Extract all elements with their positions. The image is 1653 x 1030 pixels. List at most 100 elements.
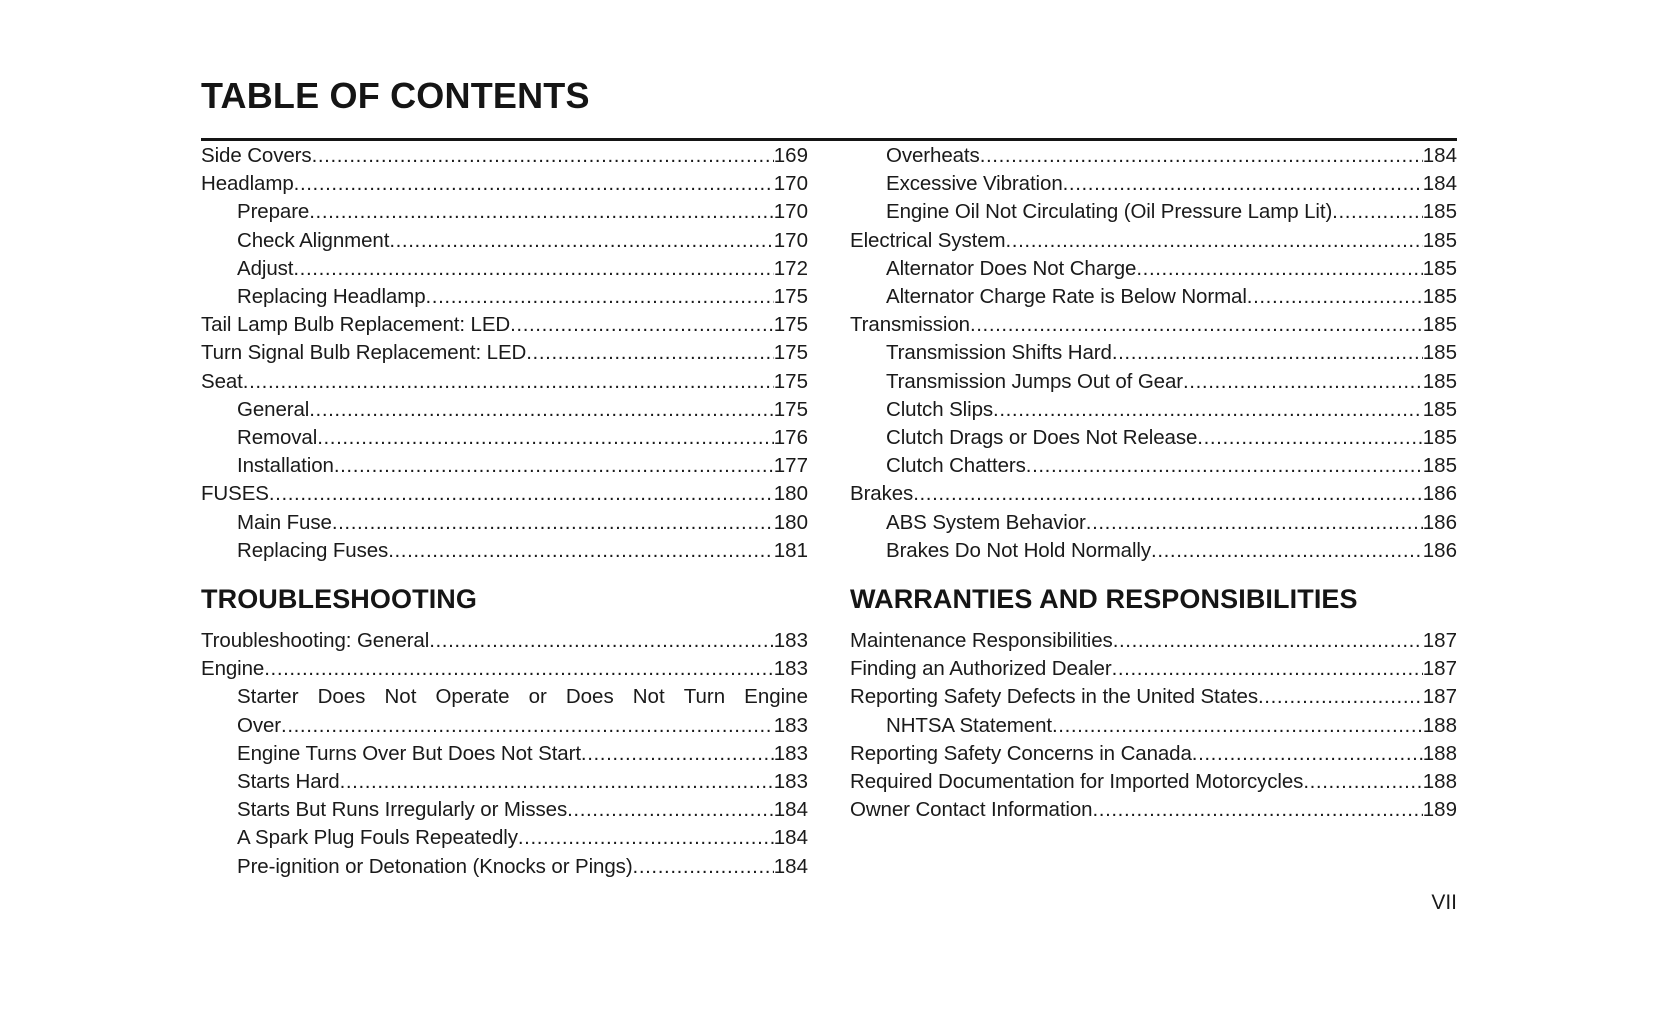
toc-leader-dots: ........................................… — [1258, 685, 1423, 709]
toc-entry[interactable]: Main Fuse...............................… — [201, 509, 808, 537]
toc-entry-label: Excessive Vibration — [886, 172, 1063, 196]
toc-entry[interactable]: Clutch Slips............................… — [850, 396, 1457, 424]
toc-entry-page: 187 — [1422, 657, 1457, 681]
toc-entry[interactable]: Transmission............................… — [850, 311, 1457, 339]
toc-entry[interactable]: Required Documentation for Imported Moto… — [850, 768, 1457, 796]
toc-entry[interactable]: Headlamp................................… — [201, 170, 808, 198]
toc-entry-page: 189 — [1422, 798, 1457, 822]
toc-leader-dots: ........................................… — [429, 629, 774, 653]
toc-entry-label: Replacing Headlamp — [237, 285, 426, 309]
toc-entry-page: 185 — [1422, 454, 1457, 478]
toc-entry[interactable]: Reporting Safety Defects in the United S… — [850, 683, 1457, 711]
toc-entry-label: Reporting Safety Defects in the United S… — [850, 685, 1259, 709]
toc-entry[interactable]: Alternator Does Not Charge..............… — [850, 255, 1457, 283]
toc-entry[interactable]: Side Covers.............................… — [201, 142, 808, 170]
toc-entry[interactable]: Electrical System.......................… — [850, 227, 1457, 255]
toc-entry[interactable]: Engine..................................… — [201, 655, 808, 683]
toc-entry-label: Engine Turns Over But Does Not Start — [237, 741, 581, 765]
toc-entry[interactable]: Starter Does Not Operate or Does Not Turn Engine… — [201, 683, 808, 739]
toc-left-column: Side Covers.............................… — [201, 142, 808, 881]
toc-entry[interactable]: ABS System Behavior.....................… — [850, 509, 1457, 537]
toc-entry[interactable]: Removal.................................… — [201, 424, 808, 452]
toc-entry-page: 185 — [1422, 313, 1457, 337]
toc-leader-dots: ........................................… — [1191, 741, 1423, 765]
toc-entry[interactable]: Finding an Authorized Dealer............… — [850, 655, 1457, 683]
toc-entry-page: 183 — [773, 741, 808, 765]
toc-entry-label: Clutch Drags or Does Not Release — [886, 426, 1198, 450]
toc-leader-dots: ........................................… — [1183, 369, 1423, 393]
toc-right-section-entry-list: Maintenance Responsibilities............… — [850, 627, 1457, 824]
toc-entry[interactable]: Starts But Runs Irregularly or Misses...… — [201, 796, 808, 824]
toc-entry[interactable]: Adjust..................................… — [201, 255, 808, 283]
toc-entry-page: 184 — [1422, 144, 1457, 167]
toc-entry[interactable]: Transmission Jumps Out of Gear..........… — [850, 368, 1457, 396]
toc-entry[interactable]: Seat....................................… — [201, 368, 808, 396]
toc-leader-dots: ........................................… — [268, 482, 774, 506]
toc-entry[interactable]: Brakes..................................… — [850, 480, 1457, 508]
toc-leader-dots: ........................................… — [510, 313, 774, 337]
toc-leader-dots: ........................................… — [331, 510, 774, 534]
toc-entry[interactable]: Brakes Do Not Hold Normally.............… — [850, 537, 1457, 565]
toc-entry[interactable]: Owner Contact Information...............… — [850, 796, 1457, 824]
toc-entry[interactable]: Pre-ignition or Detonation (Knocks or Pi… — [201, 853, 808, 881]
toc-entry[interactable]: Turn Signal Bulb Replacement: LED.......… — [201, 339, 808, 367]
toc-entry-page: 184 — [773, 826, 808, 850]
toc-entry-page: 175 — [773, 397, 808, 421]
toc-entry[interactable]: Engine Turns Over But Does Not Start....… — [201, 740, 808, 768]
toc-entry[interactable]: General.................................… — [201, 396, 808, 424]
toc-leader-dots: ........................................… — [526, 341, 774, 365]
toc-entry[interactable]: Engine Oil Not Circulating (Oil Pressure… — [850, 198, 1457, 226]
toc-leader-dots: ........................................… — [293, 256, 773, 280]
toc-entry-page: 185 — [1422, 369, 1457, 393]
toc-leader-dots: ........................................… — [1111, 657, 1423, 681]
toc-entry[interactable]: Excessive Vibration.....................… — [850, 170, 1457, 198]
toc-entry-line2: Over....................................… — [201, 712, 808, 740]
toc-leader-dots: ........................................… — [1025, 454, 1423, 478]
toc-entry-label: Turn Signal Bulb Replacement: LED — [201, 341, 527, 365]
toc-entry-label: Required Documentation for Imported Moto… — [850, 770, 1304, 794]
toc-leader-dots: ........................................… — [632, 854, 774, 878]
toc-entry-page: 181 — [773, 538, 808, 562]
toc-entry-page: 185 — [1422, 228, 1457, 252]
toc-entry[interactable]: Clutch Chatters.........................… — [850, 452, 1457, 480]
toc-entry-label: Removal — [237, 426, 318, 450]
toc-entry[interactable]: Starts Hard.............................… — [201, 768, 808, 796]
toc-entry[interactable]: Reporting Safety Concerns in Canada.....… — [850, 740, 1457, 768]
toc-entry[interactable]: Alternator Charge Rate is Below Normal..… — [850, 283, 1457, 311]
toc-entry[interactable]: Clutch Drags or Does Not Release........… — [850, 424, 1457, 452]
toc-left-section-entry-list: Troubleshooting: General................… — [201, 627, 808, 881]
toc-entry[interactable]: Maintenance Responsibilities............… — [850, 627, 1457, 655]
toc-entry[interactable]: Replacing Fuses.........................… — [201, 537, 808, 565]
toc-entry-label: Overheats — [886, 144, 980, 167]
toc-entry[interactable]: Troubleshooting: General................… — [201, 627, 808, 655]
toc-entry-page: 185 — [1422, 397, 1457, 421]
toc-entry-label: Side Covers — [201, 144, 312, 167]
toc-entry[interactable]: FUSES...................................… — [201, 480, 808, 508]
toc-leader-dots: ........................................… — [309, 200, 774, 224]
toc-entry-page: 170 — [773, 172, 808, 196]
toc-entry[interactable]: Replacing Headlamp......................… — [201, 283, 808, 311]
toc-entry-page: 172 — [773, 256, 808, 280]
toc-entry[interactable]: Prepare.................................… — [201, 198, 808, 226]
toc-entry[interactable]: Tail Lamp Bulb Replacement: LED.........… — [201, 311, 808, 339]
toc-entry[interactable]: A Spark Plug Fouls Repeatedly...........… — [201, 824, 808, 852]
toc-entry-page: 175 — [773, 341, 808, 365]
toc-entry[interactable]: Transmission Shifts Hard................… — [850, 339, 1457, 367]
toc-entry-page: 177 — [773, 454, 808, 478]
toc-entry-page: 180 — [773, 510, 808, 534]
toc-entry[interactable]: Overheats...............................… — [850, 142, 1457, 170]
toc-leader-dots: ........................................… — [1332, 200, 1423, 224]
toc-leader-dots: ........................................… — [1051, 713, 1423, 737]
toc-entry-label: Clutch Slips — [886, 397, 994, 421]
toc-entry-page: 176 — [773, 426, 808, 450]
toc-entry[interactable]: Check Alignment.........................… — [201, 227, 808, 255]
toc-leader-dots: ........................................… — [517, 826, 774, 850]
toc-entry[interactable]: Installation............................… — [201, 452, 808, 480]
toc-entry-page: 180 — [773, 482, 808, 506]
toc-entry[interactable]: NHTSA Statement.........................… — [850, 712, 1457, 740]
toc-entry-label: ABS System Behavior — [886, 510, 1086, 534]
toc-entry-page: 188 — [1422, 741, 1457, 765]
toc-leader-dots: ........................................… — [281, 713, 774, 737]
toc-entry-label: Seat — [201, 369, 243, 393]
toc-entry-label: A Spark Plug Fouls Repeatedly — [237, 826, 518, 850]
